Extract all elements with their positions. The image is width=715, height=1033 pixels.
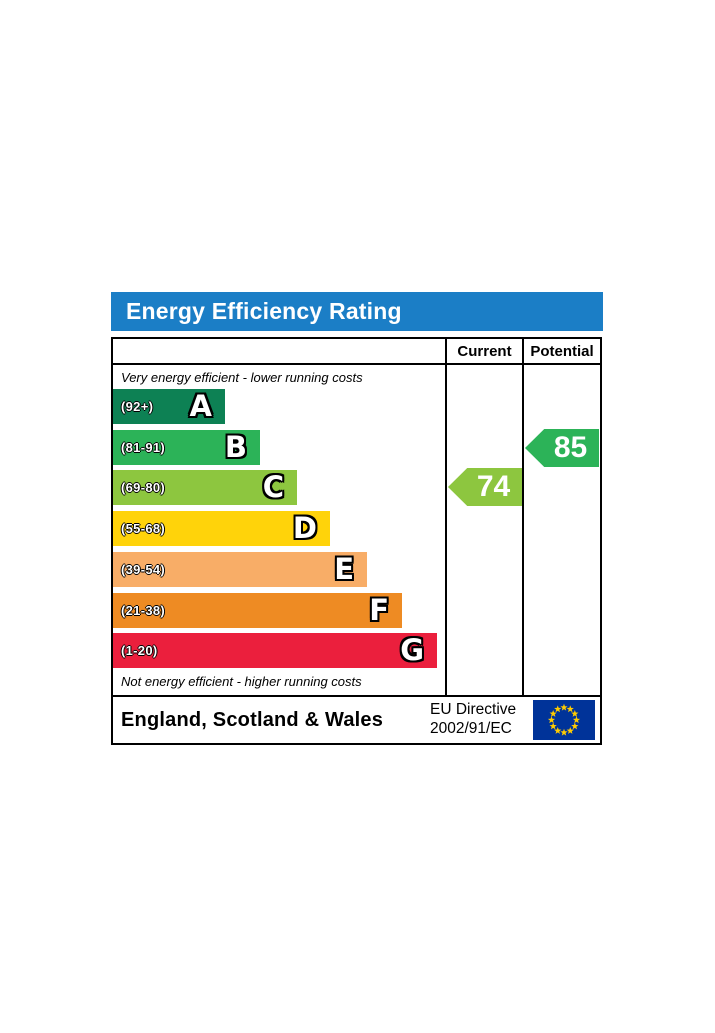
band-b-range: (81-91)	[121, 440, 166, 455]
band-f-range: (21-38)	[121, 603, 166, 618]
page-title: Energy Efficiency Rating	[126, 298, 402, 324]
band-f-letter: F	[369, 593, 389, 627]
eu-directive-line1: EU Directive	[430, 701, 517, 718]
eu-flag-stars	[547, 703, 581, 736]
band-a: (92+) A	[113, 389, 225, 424]
band-g: (1-20) G	[113, 633, 437, 668]
potential-rating-arrow: 85	[525, 429, 599, 467]
eu-flag-icon	[533, 700, 595, 740]
band-a-letter: A	[189, 389, 212, 423]
column-divider-potential	[522, 339, 524, 695]
band-e-range: (39-54)	[121, 562, 166, 577]
band-f: (21-38) F	[113, 593, 402, 628]
note-not-efficient: Not energy efficient - higher running co…	[121, 674, 362, 689]
current-rating-arrow: 74	[448, 468, 522, 506]
header-underline	[113, 363, 600, 365]
note-very-efficient: Very energy efficient - lower running co…	[121, 370, 363, 385]
band-c: (69-80) C	[113, 470, 297, 505]
eu-directive-line2: 2002/91/EC	[430, 720, 512, 737]
column-header-potential: Potential	[530, 343, 594, 360]
band-b-letter: B	[224, 430, 247, 464]
band-g-range: (1-20)	[121, 643, 158, 658]
potential-rating-value: 85	[553, 431, 588, 464]
eu-directive-label: EU Directive 2002/91/EC	[430, 700, 516, 738]
band-d-range: (55-68)	[121, 521, 166, 536]
band-e-letter: E	[334, 552, 354, 586]
band-b: (81-91) B	[113, 430, 260, 465]
band-c-range: (69-80)	[121, 480, 166, 495]
rating-table: Current Potential Very energy efficient …	[111, 337, 602, 697]
band-c-letter: C	[262, 470, 284, 504]
footer-bar: England, Scotland & Wales EU Directive 2…	[111, 695, 602, 745]
band-a-range: (92+)	[121, 399, 154, 414]
column-header-current: Current	[457, 343, 512, 360]
current-rating-value: 74	[476, 470, 511, 503]
band-d: (55-68) D	[113, 511, 330, 546]
title-bar: Energy Efficiency Rating	[111, 292, 603, 331]
band-g-letter: G	[400, 633, 424, 667]
column-divider-current	[445, 339, 447, 695]
band-d-letter: D	[292, 511, 317, 545]
region-label: England, Scotland & Wales	[121, 709, 384, 731]
band-e: (39-54) E	[113, 552, 367, 587]
